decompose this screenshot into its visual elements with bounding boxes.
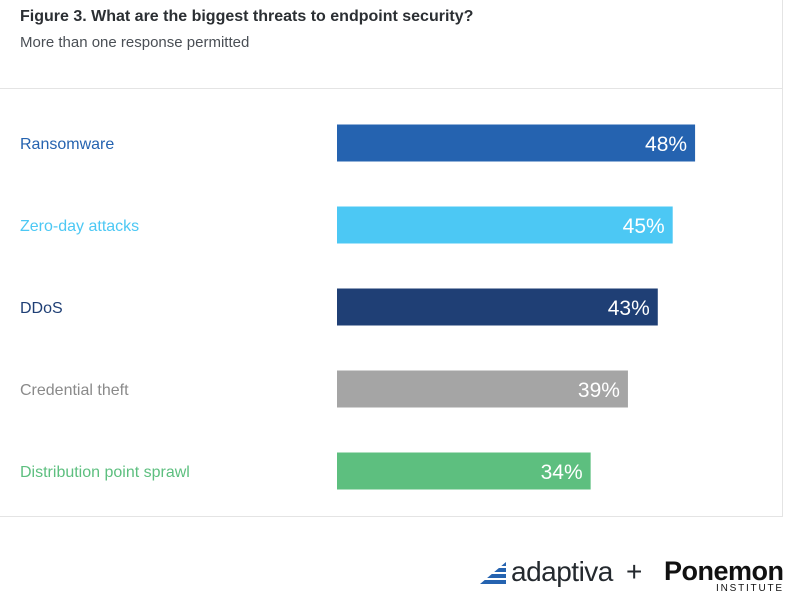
bar <box>337 206 673 244</box>
adaptiva-logo-text: adaptiva <box>511 556 613 587</box>
bar-chart: Ransomware 48% Zero-day attacks 45% DDoS 43% C… <box>20 124 696 490</box>
bar-value-label: 34% <box>541 461 583 484</box>
ponemon-institute-text: INSTITUTE <box>716 583 784 594</box>
category-label: Ransomware <box>20 136 114 153</box>
bar-value-label: 48% <box>645 133 687 156</box>
bar <box>337 452 591 490</box>
figure-panel <box>0 0 783 517</box>
bar <box>337 370 628 408</box>
category-label: Distribution point sprawl <box>20 464 190 481</box>
bar <box>337 124 696 162</box>
ponemon-logo-text: Ponemon <box>664 556 784 586</box>
chart-subtitle: More than one response permitted <box>20 34 250 51</box>
bar <box>337 288 658 326</box>
plus-sign: + <box>626 556 643 587</box>
bar-value-label: 39% <box>578 379 620 402</box>
category-label: Zero-day attacks <box>20 218 139 235</box>
bar-value-label: 45% <box>623 215 665 238</box>
bar-value-label: 43% <box>608 297 650 320</box>
chart-title: Figure 3. What are the biggest threats t… <box>20 8 474 25</box>
header-divider <box>0 88 783 89</box>
category-label: Credential theft <box>20 382 129 399</box>
logo-area: adaptiva + Ponemon INSTITUTE <box>478 556 788 596</box>
adaptiva-logo-icon <box>480 562 506 584</box>
category-label: DDoS <box>20 300 63 317</box>
